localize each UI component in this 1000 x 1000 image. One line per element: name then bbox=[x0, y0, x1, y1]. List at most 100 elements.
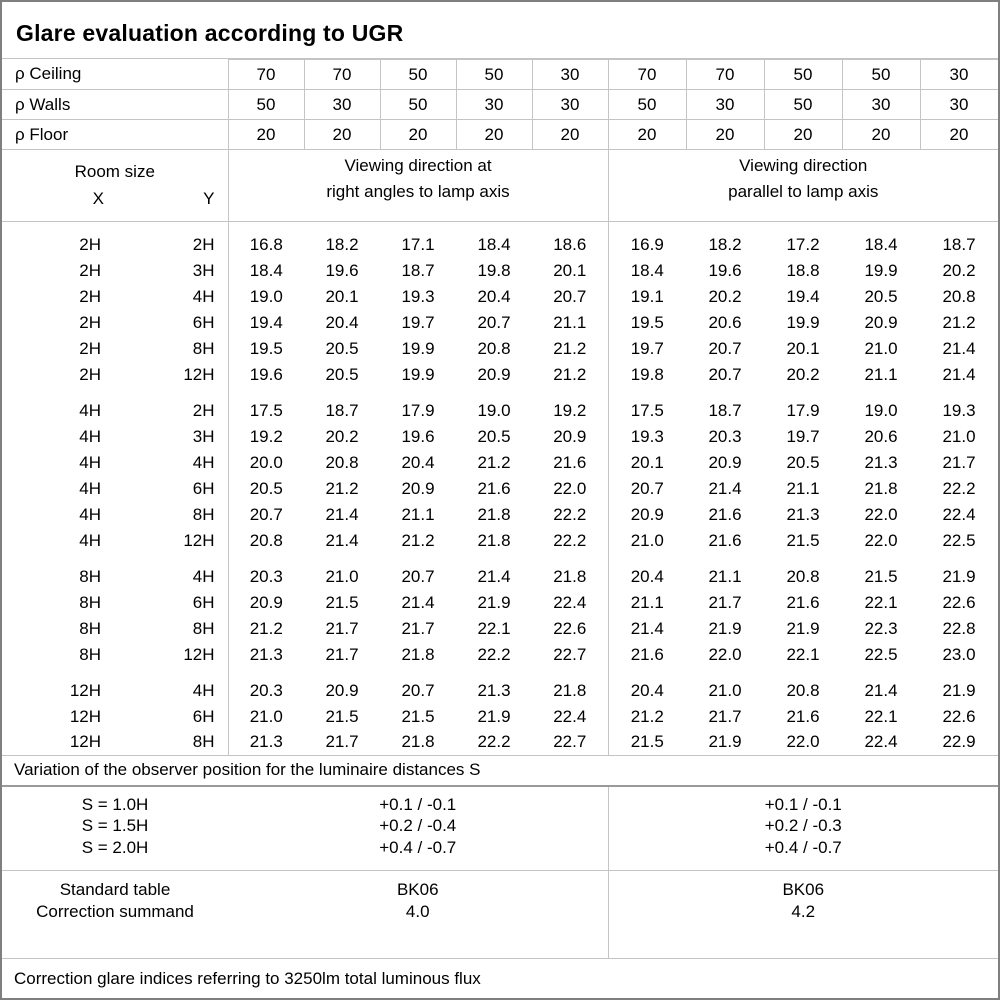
ugr-value: 21.4 bbox=[942, 364, 976, 384]
ugr-value: 22.5 bbox=[864, 644, 898, 664]
ugr-value: 20.6 bbox=[708, 312, 742, 332]
ugr-value: 20.7 bbox=[401, 680, 435, 700]
ugr-value: 20.5 bbox=[325, 338, 359, 358]
ugr-table: ρ Ceiling 70 70 50 50 30 70 70 50 50 30 ρ Walls 50 30… bbox=[2, 59, 998, 998]
section-gap-cell bbox=[228, 221, 609, 232]
ugr-row: 12H 4H 20.3 20.9 20.7 21.3 21.8 20.4 21.0 20.8 21.… bbox=[2, 677, 998, 704]
room-size-x: 8H bbox=[79, 566, 101, 586]
ugr-value: 18.4 bbox=[864, 234, 898, 254]
ugr-value: 20.2 bbox=[325, 426, 359, 446]
ugr-value: 19.7 bbox=[786, 426, 820, 446]
room-size-y: 8H bbox=[106, 729, 229, 756]
ugr-value: 21.4 bbox=[401, 592, 435, 612]
ugr-value: 20.9 bbox=[864, 312, 898, 332]
ugr-value: 21.3 bbox=[249, 732, 283, 752]
ugr-value: 20.4 bbox=[630, 680, 664, 700]
section-gap-cell bbox=[608, 222, 998, 232]
ugr-value: 21.6 bbox=[708, 530, 742, 550]
table-header-row: Room size X Y Viewing direction at right… bbox=[2, 149, 998, 222]
ugr-value: 22.6 bbox=[532, 615, 609, 642]
group1-header-cell: Viewing direction at right angles to lam… bbox=[228, 149, 609, 222]
room-size-y: 4H bbox=[106, 677, 229, 704]
ugr-value: 16.9 bbox=[630, 234, 664, 254]
reflectance-value: 30 bbox=[919, 59, 998, 90]
reflectance-value: 20 bbox=[919, 119, 998, 150]
reflectance-value: 70 bbox=[685, 59, 765, 90]
ugr-value: 21.5 bbox=[325, 706, 359, 726]
ugr-value: 19.6 bbox=[708, 260, 742, 280]
ugr-value: 21.8 bbox=[401, 732, 435, 752]
ugr-value: 21.8 bbox=[864, 478, 898, 498]
ugr-row: 2H 12H 19.6 20.5 19.9 20.9 21.2 19.8 20.7 20.2 21.… bbox=[2, 361, 998, 388]
ugr-value: 22.2 bbox=[532, 527, 609, 554]
ugr-value: 21.0 bbox=[630, 530, 664, 550]
ugr-value: 22.5 bbox=[942, 530, 976, 550]
section-gap-cell bbox=[2, 667, 229, 678]
ugr-row: 8H 4H 20.3 21.0 20.7 21.4 21.8 20.4 21.1 20.8 21.5… bbox=[2, 563, 998, 590]
variation-note-row: Variation of the observer position for t… bbox=[2, 755, 998, 787]
ugr-value: 18.2 bbox=[325, 234, 359, 254]
ugr-value: 19.4 bbox=[249, 312, 283, 332]
ugr-value: 19.9 bbox=[401, 338, 435, 358]
ugr-value: 21.9 bbox=[786, 618, 820, 638]
ugr-value: 20.1 bbox=[630, 452, 664, 472]
ugr-value: 20.5 bbox=[249, 478, 283, 498]
s-distance-label: S = 2.0H bbox=[81, 837, 149, 857]
ugr-value: 22.7 bbox=[532, 641, 609, 668]
ugr-value: 21.5 bbox=[864, 566, 898, 586]
ugr-value: 20.7 bbox=[708, 364, 742, 384]
ugr-value: 22.2 bbox=[477, 732, 511, 752]
ugr-value: 22.9 bbox=[942, 732, 976, 752]
ugr-value: 20.5 bbox=[864, 286, 898, 306]
ugr-value: 20.9 bbox=[401, 478, 435, 498]
ugr-value: 21.6 bbox=[630, 644, 664, 664]
spacing-variation-row: S = 1.0H S = 1.5H S = 2.0H +0.1 / -0.1 +… bbox=[2, 785, 998, 871]
ugr-value: 21.8 bbox=[532, 677, 609, 704]
ugr-value: 20.4 bbox=[477, 286, 511, 306]
ugr-value: 20.9 bbox=[630, 504, 664, 524]
spacing-group1-cell: +0.1 / -0.1 +0.2 / -0.4 +0.4 / -0.7 bbox=[228, 785, 609, 871]
ugr-row: 2H 3H 18.4 19.6 18.7 19.8 20.1 18.4 19.6 18.8 19.9… bbox=[2, 257, 998, 284]
ugr-value: 21.5 bbox=[630, 732, 664, 752]
room-size-y: 6H bbox=[106, 475, 229, 502]
ugr-value: 19.2 bbox=[249, 426, 283, 446]
ugr-value: 20.9 bbox=[532, 423, 609, 450]
ugr-value: 20.7 bbox=[477, 312, 511, 332]
ugr-value: 20.8 bbox=[786, 680, 820, 700]
ugr-value: 20.4 bbox=[630, 566, 664, 586]
group2-header-cell: Viewing direction parallel to lamp axis bbox=[608, 149, 998, 222]
ugr-value: 21.9 bbox=[708, 618, 742, 638]
reflectance-value: 50 bbox=[227, 89, 305, 120]
ugr-value: 20.7 bbox=[630, 478, 664, 498]
room-size-x: 4H bbox=[79, 478, 101, 498]
ugr-value: 18.7 bbox=[325, 400, 359, 420]
ugr-value: 20.5 bbox=[786, 452, 820, 472]
reflectance-value: 70 bbox=[227, 59, 305, 90]
ugr-value: 20.1 bbox=[325, 286, 359, 306]
ugr-value: 21.1 bbox=[708, 566, 742, 586]
ugr-value: 21.8 bbox=[477, 530, 511, 550]
ugr-row: 4H 3H 19.2 20.2 19.6 20.5 20.9 19.3 20.3 19.7 20.6… bbox=[2, 423, 998, 450]
ugr-value: 20.3 bbox=[249, 680, 283, 700]
ugr-value: 20.2 bbox=[786, 364, 820, 384]
room-size-x: 12H bbox=[69, 706, 101, 726]
s-distance-label: S = 1.0H bbox=[81, 794, 149, 814]
section-gap-cell bbox=[2, 221, 229, 232]
reflectance-section: ρ Ceiling 70 70 50 50 30 70 70 50 50 30 ρ Walls 50 30… bbox=[2, 59, 998, 150]
reflectance-label: ρ Ceiling bbox=[2, 59, 229, 90]
ugr-row: 2H 4H 19.0 20.1 19.3 20.4 20.7 19.1 20.2 19.4 20.5… bbox=[2, 283, 998, 310]
section-gap-cell bbox=[608, 554, 998, 564]
ugr-value: 21.1 bbox=[864, 364, 898, 384]
ugr-row: 2H 2H 16.8 18.2 17.1 18.4 18.6 16.9 18.2 17.2 18.4… bbox=[2, 231, 998, 258]
header-section: Room size X Y Viewing direction at right… bbox=[2, 149, 998, 222]
reflectance-row: ρ Walls 50 30 50 30 30 50 30 50 30 30 bbox=[2, 89, 998, 120]
room-size-x: 4H bbox=[79, 530, 101, 550]
page-title: Glare evaluation according to UGR bbox=[16, 19, 404, 46]
section-gap bbox=[2, 553, 998, 564]
section-gap-cell bbox=[228, 667, 609, 678]
reflectance-row: ρ Floor 20 20 20 20 20 20 20 20 20 20 bbox=[2, 119, 998, 150]
ugr-value: 21.1 bbox=[630, 592, 664, 612]
ugr-value: 22.2 bbox=[942, 478, 976, 498]
ugr-value: 21.7 bbox=[708, 592, 742, 612]
ugr-value: 20.1 bbox=[786, 338, 820, 358]
